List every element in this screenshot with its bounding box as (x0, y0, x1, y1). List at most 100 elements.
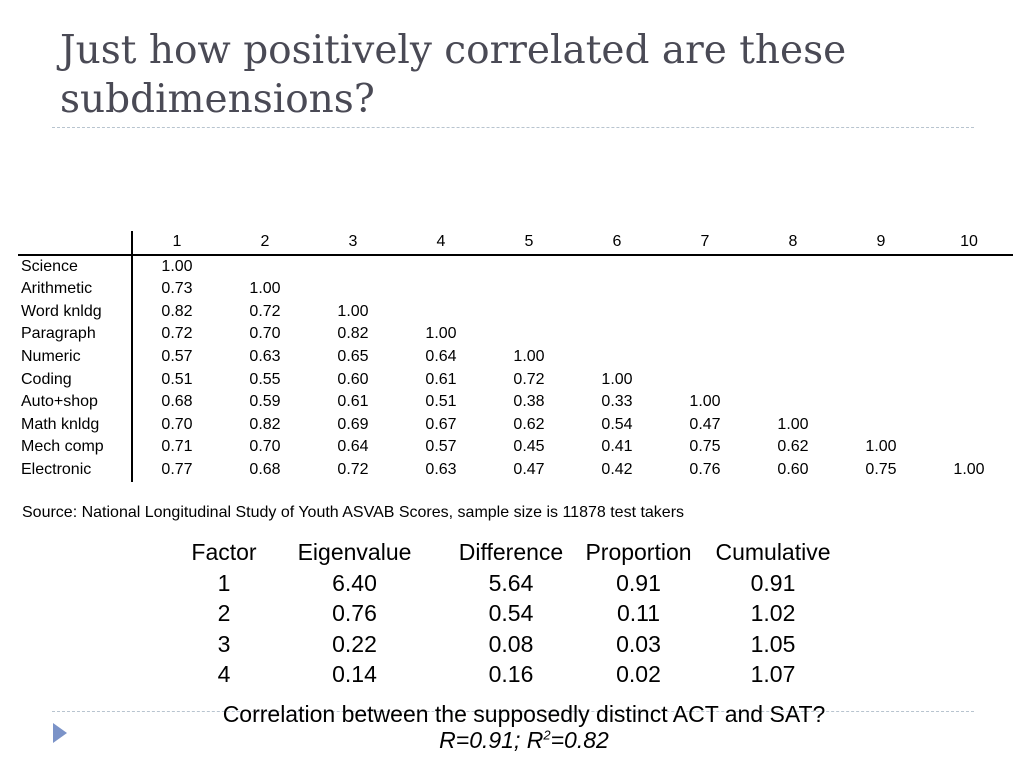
correlation-cell: 1.00 (249, 280, 281, 298)
row-label: Paragraph (21, 325, 96, 343)
factor-table-body: 1 6.40 5.64 0.91 0.91 2 0.76 0.54 0.11 1.02 3 0.22 0… (186, 568, 844, 690)
correlation-cell (573, 323, 661, 346)
cumulative-header: Cumulative (715, 539, 831, 566)
correlation-cell: 1.00 (777, 415, 809, 433)
correlation-table-body: Science 1.00 Arithmetic 0.73 1.00 Word knldg 0… (18, 254, 1013, 482)
correlation-cell: 1.00 (337, 302, 369, 320)
correlation-cell (925, 414, 1013, 437)
factor-header: Factor (191, 539, 257, 566)
table-row: Math knldg 0.70 0.82 0.69 0.67 0.62 0.54 0.47 1.… (18, 413, 1013, 437)
correlation-cell: 0.72 (161, 325, 193, 343)
correlation-cell: 0.60 (777, 460, 809, 478)
correlation-cell: 0.82 (249, 415, 281, 433)
correlation-cell: 0.82 (337, 325, 369, 343)
title-divider (52, 127, 974, 128)
correlation-cell: 1.00 (513, 347, 545, 365)
correlation-cell: 1.00 (601, 370, 633, 388)
column-header: 4 (397, 231, 485, 256)
row-label: Auto+shop (21, 393, 98, 411)
correlation-cell (925, 323, 1013, 346)
correlation-cell: 0.41 (601, 438, 633, 456)
correlation-cell: 1.00 (689, 393, 721, 411)
cumulative-cell: 0.91 (750, 569, 796, 596)
factor-cell: 2 (217, 600, 231, 627)
correlation-cell: 0.68 (161, 393, 193, 411)
cumulative-cell: 1.05 (750, 630, 796, 657)
eigenvalue-cell: 0.14 (332, 661, 377, 688)
column-header: 7 (661, 231, 749, 256)
proportion-cell: 0.03 (616, 630, 661, 657)
correlation-cell (925, 391, 1013, 414)
footer-divider (52, 711, 974, 712)
correlation-cell (485, 301, 573, 324)
correlation-cell (749, 369, 837, 392)
proportion-header: Proportion (585, 539, 692, 566)
correlation-cell: 0.73 (161, 280, 193, 298)
correlation-cell: 0.57 (161, 347, 193, 365)
source-note: Source: National Longitudinal Study of Y… (22, 504, 685, 521)
factor-table: Factor Eigenvalue Difference Proportion … (186, 537, 844, 690)
factor-cell: 3 (217, 630, 231, 657)
table-row: 1 6.40 5.64 0.91 0.91 (186, 568, 844, 599)
column-header: 10 (925, 231, 1013, 256)
correlation-cell (309, 255, 397, 279)
table-row: Arithmetic 0.73 1.00 (18, 278, 1013, 301)
correlation-cell: 0.64 (425, 347, 457, 365)
eigenvalue-cell: 0.22 (332, 630, 377, 657)
correlation-cell: 0.77 (161, 460, 193, 478)
correlation-cell: 0.68 (249, 460, 281, 478)
correlation-cell: 0.62 (513, 415, 545, 433)
correlation-cell: 0.76 (689, 460, 721, 478)
column-header: 6 (573, 231, 661, 256)
table-row: Mech comp 0.71 0.70 0.64 0.57 0.45 0.41 0.75 0.6… (18, 436, 1013, 459)
correlation-cell (837, 301, 925, 324)
table-row: 3 0.22 0.08 0.03 1.05 (186, 629, 844, 660)
correlation-cell (661, 301, 749, 324)
correlation-cell: 0.61 (425, 370, 457, 388)
eigenvalue-header: Eigenvalue (297, 539, 412, 566)
correlation-cell (837, 255, 925, 279)
correlation-cell: 0.69 (337, 415, 369, 433)
correlation-cell: 0.38 (513, 393, 545, 411)
correlation-cell (573, 278, 661, 301)
table-row: Numeric 0.57 0.63 0.65 0.64 1.00 (18, 345, 1013, 369)
correlation-cell (925, 436, 1013, 459)
correlation-cell (925, 255, 1013, 279)
correlation-cell: 0.75 (689, 438, 721, 456)
correlation-cell (221, 255, 309, 279)
correlation-cell: 0.64 (337, 438, 369, 456)
correlation-cell: 0.33 (601, 393, 633, 411)
correlation-cell: 0.63 (249, 347, 281, 365)
correlation-cell (925, 369, 1013, 392)
difference-cell: 0.08 (488, 630, 534, 657)
correlation-cell (925, 346, 1013, 369)
difference-cell: 5.64 (488, 569, 534, 596)
correlation-cell (573, 255, 661, 279)
correlation-cell (661, 346, 749, 369)
column-header: 1 (133, 231, 221, 256)
correlation-cell (573, 346, 661, 369)
correlation-cell (749, 323, 837, 346)
correlation-cell (837, 346, 925, 369)
proportion-cell: 0.02 (616, 661, 661, 688)
correlation-cell: 0.51 (161, 370, 193, 388)
row-label: Numeric (21, 347, 81, 365)
correlation-cell (749, 301, 837, 324)
correlation-cell (749, 346, 837, 369)
corner-cell (18, 231, 132, 256)
factor-cell: 4 (217, 661, 231, 688)
difference-header: Difference (458, 539, 564, 566)
correlation-cell: 0.62 (777, 438, 809, 456)
proportion-cell: 0.91 (616, 569, 661, 596)
correlation-header-row: 1 2 3 4 5 6 7 8 9 10 (18, 231, 1013, 256)
correlation-result: R=0.91; R2=0.82 (0, 727, 1024, 754)
slide-title: Just how positively correlated are these… (60, 28, 847, 122)
correlation-cell: 0.55 (249, 370, 281, 388)
row-label: Math knldg (21, 415, 100, 433)
correlation-cell (837, 414, 925, 437)
correlation-cell (485, 255, 573, 279)
triangle-right-icon[interactable] (53, 723, 67, 743)
correlation-cell (397, 278, 485, 301)
cumulative-cell: 1.02 (750, 600, 796, 627)
correlation-cell: 0.65 (337, 347, 369, 365)
